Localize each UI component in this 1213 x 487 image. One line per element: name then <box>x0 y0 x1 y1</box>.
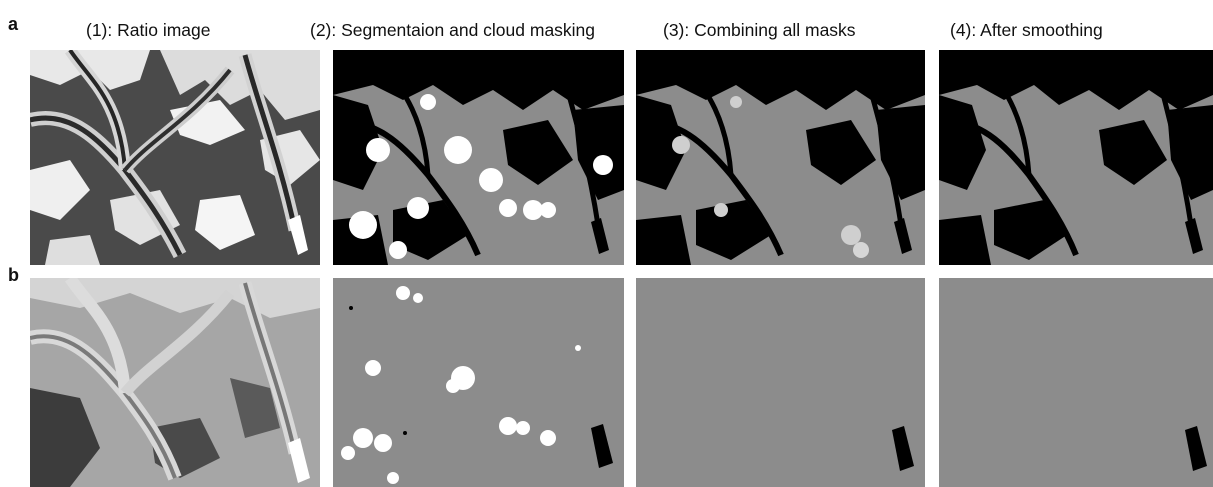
panel-a-segmentation <box>333 50 624 265</box>
panel-b-segmentation <box>333 278 624 487</box>
row-label-a: a <box>8 14 19 34</box>
panel-a-combining-masks <box>636 50 925 265</box>
column-title-ratio-image: (1): Ratio image <box>86 20 211 40</box>
row-label-b: b <box>8 265 19 285</box>
column-title-after-smoothing: (4): After smoothing <box>950 20 1103 40</box>
panel-b-combining-masks <box>636 278 925 487</box>
column-title-segmentation: (2): Segmentaion and cloud masking <box>310 20 596 40</box>
panel-a-after-smoothing <box>939 50 1213 265</box>
panel-b-ratio-image <box>30 278 320 487</box>
panel-b-after-smoothing <box>939 278 1213 487</box>
panel-a-ratio-image <box>30 50 320 265</box>
column-title-combining-masks: (3): Combining all masks <box>663 20 856 40</box>
